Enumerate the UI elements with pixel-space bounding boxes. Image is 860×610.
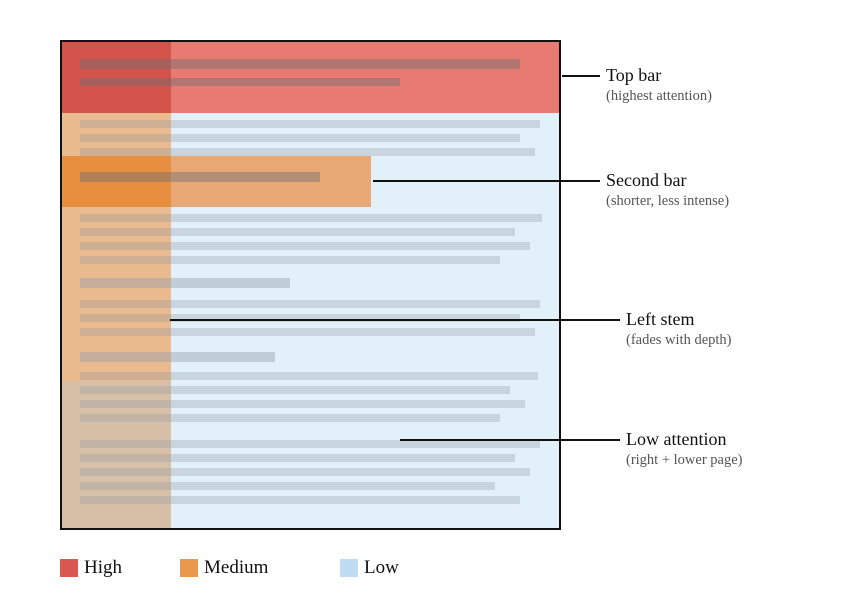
callout-subtitle: (shorter, less intense) [606, 193, 730, 209]
text-line [80, 386, 510, 394]
legend-swatch [340, 559, 358, 577]
callout-title: Low attention [626, 429, 727, 449]
legend-label: Low [364, 557, 399, 578]
text-line [80, 242, 530, 250]
callout-low-attention: Low attention (right + lower page) [626, 428, 742, 470]
text-line [80, 228, 515, 236]
text-line [80, 256, 500, 264]
legend-item-medium: Medium [180, 556, 268, 580]
text-line [80, 314, 520, 322]
text-line [80, 120, 540, 128]
callout-title: Left stem [626, 309, 695, 329]
text-line [80, 496, 520, 504]
callout-subtitle: (highest attention) [606, 88, 712, 104]
callout-subtitle: (right + lower page) [626, 452, 743, 468]
text-line [80, 300, 540, 308]
callout-left-stem: Left stem (fades with depth) [626, 308, 732, 350]
text-line-heading [80, 172, 320, 182]
legend-item-low: Low [340, 556, 399, 580]
text-line-heading [80, 352, 275, 362]
page-frame [60, 40, 561, 530]
text-line [80, 214, 542, 222]
callout-subtitle: (fades with depth) [626, 332, 732, 348]
text-line-heading [80, 278, 290, 288]
second-bar-stem-overlap [60, 156, 171, 207]
legend-label: High [84, 557, 122, 578]
text-line [80, 468, 530, 476]
text-line-heading [80, 59, 520, 69]
top-bar-stem-overlap [60, 40, 171, 113]
text-line-heading [80, 78, 400, 86]
text-line [80, 454, 515, 462]
text-line [80, 328, 535, 336]
callout-top-bar: Top bar (highest attention) [606, 64, 712, 106]
callout-title: Top bar [606, 65, 662, 85]
legend-item-high: High [60, 556, 122, 580]
text-line [80, 400, 525, 408]
callout-title: Second bar [606, 170, 687, 190]
legend-label: Medium [204, 557, 269, 578]
text-line [80, 414, 500, 422]
left-stem-lower [60, 381, 171, 530]
leader-line-left-stem [170, 319, 620, 321]
leader-line-second-bar [373, 180, 600, 182]
leader-line-low-attention [400, 439, 620, 441]
leader-line-top-bar [562, 75, 600, 77]
callout-second-bar: Second bar (shorter, less intense) [606, 169, 729, 211]
legend-swatch [60, 559, 78, 577]
text-line [80, 440, 540, 448]
text-line [80, 372, 538, 380]
text-line [80, 134, 520, 142]
text-line [80, 148, 535, 156]
text-line [80, 482, 495, 490]
legend-swatch [180, 559, 198, 577]
